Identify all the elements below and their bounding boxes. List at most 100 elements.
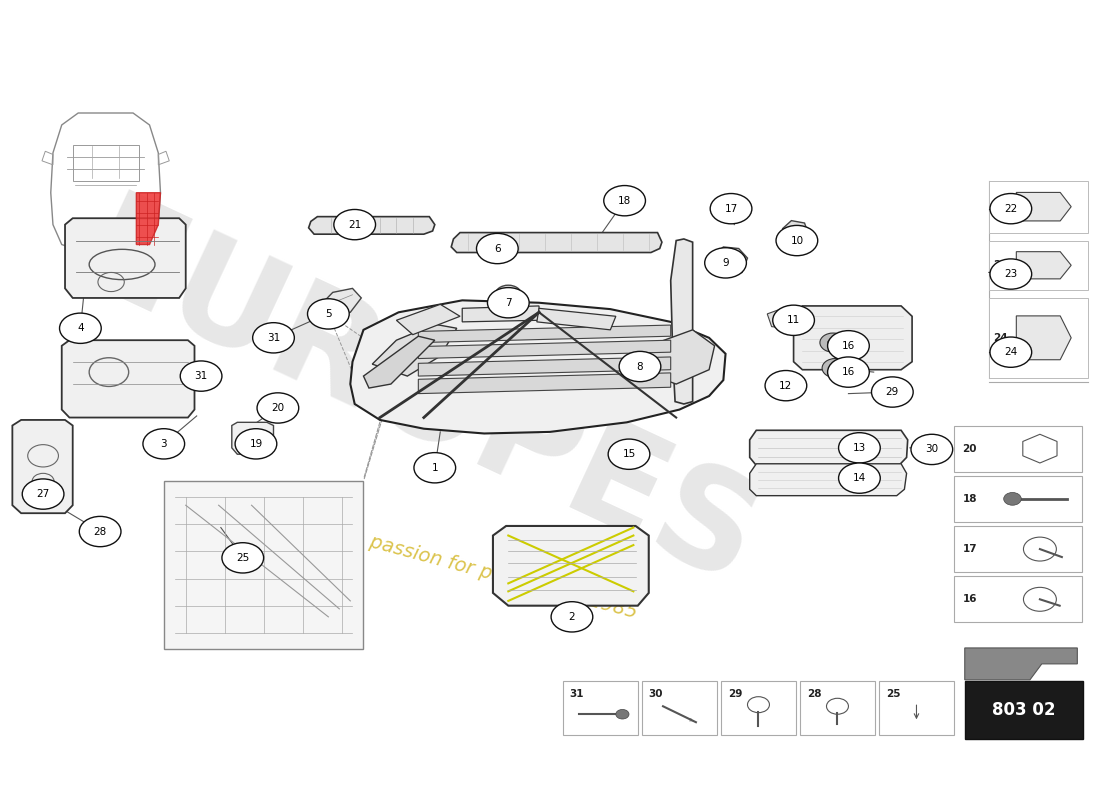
Polygon shape [1016,193,1071,221]
Bar [722,681,795,735]
Text: 16: 16 [842,367,855,377]
Circle shape [838,433,880,463]
Text: 18: 18 [618,196,631,206]
Circle shape [774,372,796,388]
Circle shape [822,358,848,378]
Polygon shape [136,193,161,245]
Bar [989,181,1088,233]
Circle shape [827,357,869,387]
Text: 20: 20 [272,403,285,413]
Circle shape [766,370,806,401]
Circle shape [22,479,64,510]
Text: 29: 29 [886,387,899,397]
Circle shape [820,333,846,352]
Polygon shape [750,464,906,496]
Circle shape [1003,493,1021,506]
Text: 27: 27 [36,489,50,499]
Text: 24: 24 [993,333,1008,343]
Polygon shape [62,340,195,418]
Circle shape [911,434,953,465]
Text: 31: 31 [570,689,584,698]
Circle shape [333,210,375,240]
Text: 7: 7 [505,298,512,308]
Circle shape [79,516,121,546]
Polygon shape [767,308,795,328]
FancyArrowPatch shape [914,705,918,718]
Circle shape [551,602,593,632]
Circle shape [990,337,1032,367]
Bar [965,682,1084,739]
Polygon shape [965,648,1077,680]
Circle shape [222,542,264,573]
Circle shape [604,186,646,216]
Polygon shape [363,336,434,388]
Circle shape [502,290,515,299]
Polygon shape [451,233,662,253]
Polygon shape [793,306,912,370]
Circle shape [776,226,817,256]
Text: 8: 8 [637,362,644,371]
Text: 17: 17 [962,544,977,554]
Polygon shape [462,306,539,322]
Polygon shape [750,430,908,466]
Circle shape [619,351,661,382]
Circle shape [871,377,913,407]
Polygon shape [713,247,748,277]
Circle shape [257,393,299,423]
Polygon shape [12,420,73,514]
Circle shape [990,194,1032,224]
Circle shape [59,313,101,343]
Text: 16: 16 [842,341,855,350]
Text: 6: 6 [494,243,501,254]
Circle shape [253,322,295,353]
Text: 28: 28 [806,689,822,698]
Circle shape [616,710,629,719]
Polygon shape [396,304,460,334]
Text: 11: 11 [786,315,800,326]
Bar [989,241,1088,290]
Circle shape [180,361,222,391]
Polygon shape [671,239,693,404]
Text: 23: 23 [1004,269,1018,279]
Polygon shape [616,442,640,460]
Text: 803 02: 803 02 [992,701,1056,719]
Circle shape [308,298,349,329]
Text: 31: 31 [267,333,280,343]
Circle shape [829,364,840,372]
Text: 24: 24 [1004,347,1018,357]
Polygon shape [1016,252,1071,279]
Text: 19: 19 [250,439,263,449]
Text: 9: 9 [723,258,729,268]
Text: 25: 25 [886,689,900,698]
FancyArrowPatch shape [690,718,693,721]
Text: a passion for parts since 1985: a passion for parts since 1985 [351,528,640,622]
Text: 28: 28 [94,526,107,537]
Text: 13: 13 [852,443,866,453]
Bar [164,482,363,649]
Circle shape [414,453,455,483]
Text: 12: 12 [779,381,792,390]
Text: 29: 29 [728,689,743,698]
Text: 16: 16 [962,594,977,604]
Polygon shape [493,526,649,606]
Text: 21: 21 [348,220,361,230]
Text: 30: 30 [649,689,663,698]
Polygon shape [418,325,671,342]
Text: EUROPES: EUROPES [59,185,778,615]
Circle shape [487,287,529,318]
Polygon shape [1016,316,1071,360]
Polygon shape [232,422,274,454]
Circle shape [705,248,747,278]
Text: 10: 10 [790,235,803,246]
Polygon shape [320,288,361,316]
Bar [954,576,1082,622]
Circle shape [772,305,814,335]
Text: 30: 30 [925,445,938,454]
Circle shape [495,285,521,304]
Circle shape [608,439,650,470]
Circle shape [990,259,1032,289]
Text: 2: 2 [569,612,575,622]
Text: 22: 22 [993,202,1008,212]
Circle shape [838,463,880,494]
Bar [954,526,1082,572]
